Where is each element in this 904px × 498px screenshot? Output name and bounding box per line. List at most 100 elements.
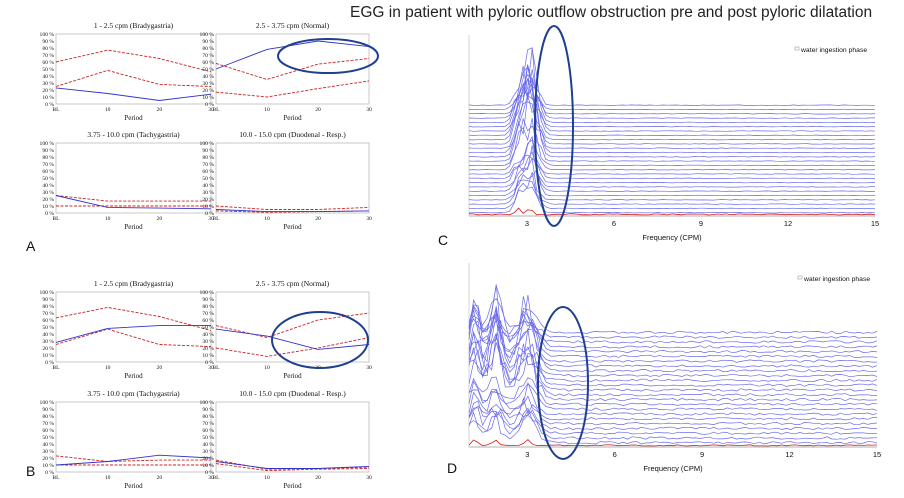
x-tick-label: 20	[157, 475, 163, 481]
spectrum-trace	[468, 182, 876, 210]
series-line-red-0	[55, 195, 211, 202]
freq-tick-label: 9	[699, 219, 703, 228]
series-line-blue-2	[215, 461, 370, 469]
x-tick-label: 10	[105, 216, 111, 222]
x-axis-label: Period	[283, 114, 302, 122]
y-tick-label: 60 %	[202, 428, 214, 434]
spectrum-trace	[468, 411, 878, 445]
y-tick-label: 10 %	[202, 204, 214, 210]
spectrum-trace	[468, 304, 878, 339]
y-tick-label: 30 %	[202, 339, 214, 345]
y-tick-label: 0 %	[205, 102, 214, 108]
x-axis-label: Period	[283, 372, 302, 380]
x-tick-label: BL	[212, 107, 220, 113]
x-tick-label: 20	[157, 365, 163, 371]
y-tick-label: 70 %	[202, 162, 214, 168]
panel-label-b: B	[26, 463, 36, 479]
spectrum-trace	[468, 308, 878, 344]
y-tick-label: 90 %	[42, 407, 54, 413]
y-tick-label: 50 %	[202, 435, 214, 441]
highlight-ellipse	[271, 311, 369, 369]
chart-title: 10.0 - 15.0 cpm (Duodenal - Resp.)	[239, 389, 346, 398]
plot-frame	[215, 142, 370, 214]
x-tick-label: 20	[157, 107, 163, 113]
x-tick-label: BL	[52, 475, 60, 481]
spectrum-trace	[468, 318, 878, 368]
y-tick-label: 40 %	[42, 183, 54, 189]
spectrum-trace	[468, 389, 877, 421]
x-tick-label: 10	[264, 365, 270, 371]
spectrum-trace	[468, 48, 876, 124]
period-chart-b4: 10.0 - 15.0 cpm (Duodenal - Resp.) 0 %10 …	[200, 389, 372, 490]
x-axis-label: Period	[124, 114, 143, 122]
y-tick-label: 80 %	[202, 414, 214, 420]
y-tick-label: 30 %	[42, 339, 54, 345]
x-tick-label: 20	[315, 216, 321, 222]
period-chart-a1: 1 - 2.5 cpm (Bradygastria)0 %10 %20 %30 …	[40, 21, 214, 122]
x-tick-label: 20	[315, 475, 321, 481]
y-tick-label: 0 %	[45, 211, 54, 217]
y-tick-label: 80 %	[202, 304, 214, 310]
legend-label: water ingestion phase	[803, 276, 870, 283]
y-tick-label: 30 %	[42, 190, 54, 196]
series-line-blue-2	[215, 328, 370, 350]
period-chart-b2: 2.5 - 3.75 cpm (Normal) 0 %10 %20 %30 %40…	[200, 279, 372, 380]
y-tick-label: 50 %	[42, 176, 54, 182]
water-ingestion-trace	[468, 438, 878, 447]
y-tick-label: 30 %	[202, 81, 214, 87]
y-tick-label: 60 %	[42, 169, 54, 175]
freq-axis-label: Frequency (CPM)	[642, 233, 702, 242]
period-chart-b3: 3.75 - 10.0 cpm (Tachygastria)0 %10 %20 …	[40, 389, 214, 490]
y-tick-label: 70 %	[202, 53, 214, 59]
period-chart-a3: 3.75 - 10.0 cpm (Tachygastria)0 %10 %20 …	[40, 130, 214, 231]
series-line-red-1	[215, 463, 370, 472]
spectrum-trace	[468, 78, 875, 154]
x-tick-label: 10	[105, 475, 111, 481]
spectrum-trace	[468, 101, 876, 149]
plot-frame	[215, 401, 370, 473]
freq-tick-label: 15	[871, 219, 879, 228]
chart-title: 2.5 - 3.75 cpm (Normal)	[256, 279, 330, 288]
highlight-ellipse	[534, 25, 574, 227]
spectrum-trace	[468, 118, 876, 171]
spectrum-trace	[468, 342, 878, 402]
y-tick-label: 40 %	[202, 183, 214, 189]
y-tick-label: 20 %	[42, 88, 54, 94]
y-tick-label: 60 %	[202, 60, 214, 66]
y-tick-label: 80 %	[42, 414, 54, 420]
y-tick-label: 100 %	[200, 141, 215, 147]
freq-tick-label: 3	[525, 219, 529, 228]
series-line-blue-2	[215, 209, 370, 213]
spectrum-trace	[468, 328, 878, 387]
x-axis-label: Period	[283, 482, 302, 490]
x-tick-label: BL	[52, 107, 60, 113]
y-tick-label: 10 %	[42, 95, 54, 101]
y-tick-label: 10 %	[42, 204, 54, 210]
y-tick-label: 30 %	[42, 81, 54, 87]
spectrum-chart-c: 3 6 9 12 15 Frequency (CPM) water ingestion ph…	[468, 25, 879, 242]
spectrum-trace	[468, 65, 876, 145]
y-tick-label: 50 %	[42, 435, 54, 441]
y-tick-label: 80 %	[202, 46, 214, 52]
y-tick-label: 90 %	[202, 407, 214, 413]
y-tick-label: 50 %	[202, 325, 214, 331]
y-tick-label: 100 %	[40, 141, 55, 147]
y-tick-label: 70 %	[42, 53, 54, 59]
y-tick-label: 40 %	[202, 74, 214, 80]
y-tick-label: 20 %	[202, 88, 214, 94]
chart-title: 2.5 - 3.75 cpm (Normal)	[256, 21, 330, 30]
y-tick-label: 80 %	[42, 155, 54, 161]
freq-tick-label: 12	[784, 219, 792, 228]
series-line-red-1	[55, 69, 212, 87]
chart-title: 1 - 2.5 cpm (Bradygastria)	[94, 21, 174, 30]
y-tick-label: 10 %	[42, 463, 54, 469]
spectrum-trace	[468, 380, 878, 416]
y-tick-label: 100 %	[200, 400, 215, 406]
plot-frame	[55, 142, 212, 214]
y-tick-label: 100 %	[200, 32, 215, 38]
spectrum-trace	[468, 333, 878, 397]
y-tick-label: 30 %	[202, 449, 214, 455]
series-line-blue-2	[55, 325, 211, 343]
spectrum-trace	[468, 376, 878, 406]
chart-title: 3.75 - 10.0 cpm (Tachygastria)	[87, 130, 180, 139]
